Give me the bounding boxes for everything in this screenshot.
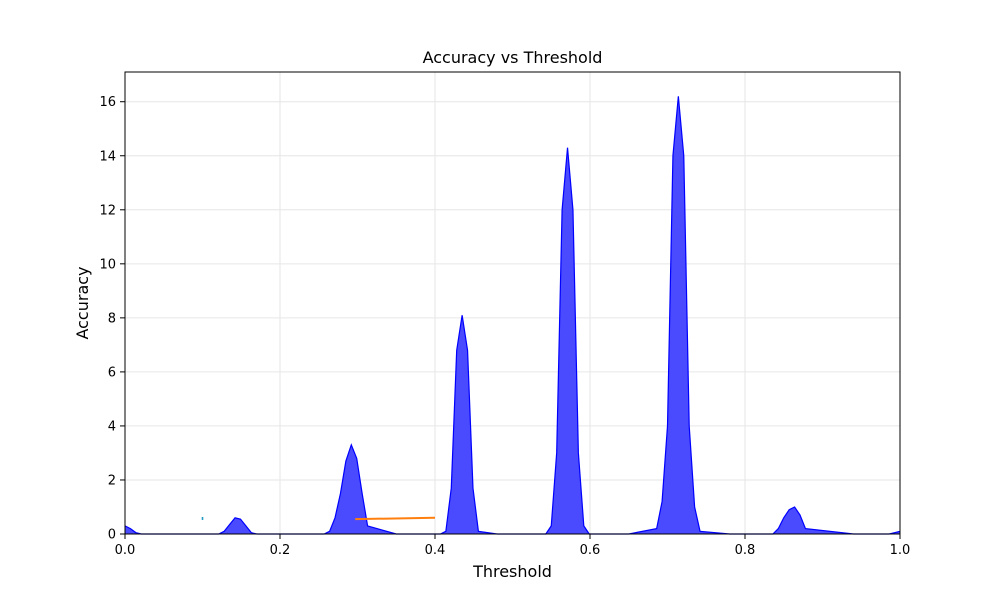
y-tick-label: 2	[108, 473, 116, 488]
x-tick-label: 1.0	[890, 543, 911, 558]
x-axis-title: Threshold	[472, 562, 552, 581]
x-tick-label: 0.0	[115, 543, 136, 558]
y-tick-label: 12	[99, 203, 116, 218]
y-axis-title: Accuracy	[73, 266, 92, 339]
chart-title: Accuracy vs Threshold	[423, 48, 603, 67]
y-tick-label: 14	[99, 149, 116, 164]
x-tick-label: 0.6	[580, 543, 601, 558]
y-tick-label: 10	[99, 257, 116, 272]
plot-frame	[124, 71, 901, 535]
axis-ticks: 0.0 0.2 0.4 0.6 0.8 1.0 0 2 4 6 8 10 12 14 16	[99, 95, 910, 558]
x-tick-label: 0.8	[735, 543, 756, 558]
y-tick-label: 16	[99, 95, 116, 110]
y-tick-label: 8	[108, 311, 116, 326]
y-tick-label: 6	[108, 365, 116, 380]
orange-segment	[355, 516, 436, 521]
x-tick-label: 0.4	[425, 543, 446, 558]
x-tick-label: 0.2	[270, 543, 291, 558]
y-tick-label: 0	[108, 528, 116, 543]
y-tick-label: 4	[108, 419, 116, 434]
